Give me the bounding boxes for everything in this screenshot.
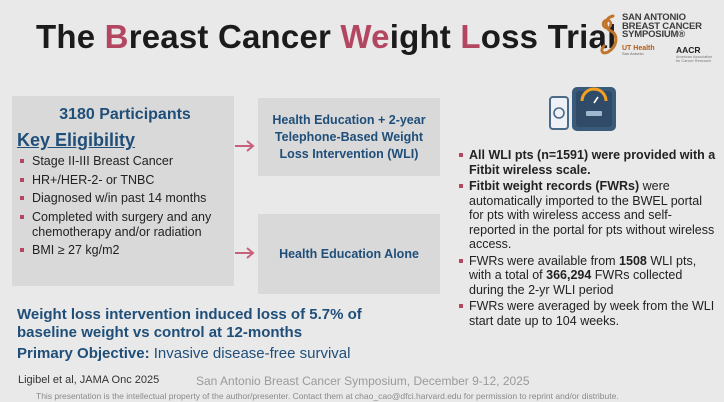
right-arrow-icon [235,140,255,152]
ut-health-logo: UT Health San Antonio [622,45,655,56]
intervention-arm-box: Health Education + 2-year Telephone-Base… [258,98,440,176]
finding-text: All WLI pts (n=1591) were provided with … [469,148,716,177]
ut-health-sub: San Antonio [622,51,644,56]
aacr-logo: AACR American Association for Cancer Res… [676,45,716,63]
control-arm-box: Health Education Alone [258,214,440,294]
eligibility-item: Diagnosed w/in past 14 months [20,191,234,206]
finding-number: 1508 [619,253,647,268]
aacr-sub: American Association for Cancer Research [676,55,713,63]
objective-label: Primary Objective: [17,345,150,362]
fitbit-findings-list: All WLI pts (n=1591) were provided with … [459,148,717,330]
finding-text: FWRs collected during the 2-yr WLI perio… [469,268,683,297]
title-text: ight [389,18,461,55]
finding-text: FWRs were available from [469,253,620,268]
eligibility-item: BMI ≥ 27 kg/m2 [20,243,234,258]
title-text: reast Cancer [128,18,341,55]
finding-number: 366,294 [546,268,592,282]
citation: Ligibel et al, JAMA Onc 2025 [18,374,160,386]
sabcs-logo-icon [600,14,618,55]
participants-count: 3180 Participants [59,106,191,123]
eligibility-heading: Key Eligibility [17,130,136,150]
finding-text: Fitbit weight records (FWRs) [469,179,640,193]
eligibility-item: HR+/HER-2- or TNBC [20,173,234,188]
sponsor-logos: SAN ANTONIO BREAST CANCER SYMPOSIUM® UT … [598,12,716,74]
title-text: oss Trial [480,18,617,55]
finding-item: All WLI pts (n=1591) were provided with … [459,148,717,177]
title-highlight: B [104,18,129,55]
finding-text: WLI pts, with a total of [469,253,697,283]
finding-item: Fitbit weight records (FWRs) were automa… [459,179,717,252]
eligibility-list: Stage II-III Breast Cancer HR+/HER-2- or… [16,154,234,258]
primary-objective: Primary Objective: Invasive disease-free… [17,345,350,362]
ut-health-name: UT Health [622,45,655,52]
phone-and-scale-icon [549,87,616,131]
logo-line: SAN ANTONIO [622,12,686,23]
conference-footer: San Antonio Breast Cancer Symposium, Dec… [196,374,530,388]
eligibility-item: Completed with surgery and any chemother… [20,210,234,240]
objective-text: Invasive disease-free survival [149,345,351,362]
result-statement: Weight loss intervention induced loss of… [17,306,362,341]
finding-text: were automatically imported to the BWEL … [469,179,715,251]
right-arrow-icon [235,247,255,259]
aacr-name: AACR [676,45,701,55]
title-text: The [36,18,105,55]
slide-title: The Breast Cancer Weight Loss Trial [36,18,616,56]
title-highlight: L [460,18,481,55]
eligibility-panel: 3180 Participants Key Eligibility Stage … [12,96,234,286]
sabcs-logo-text: SAN ANTONIO BREAST CANCER SYMPOSIUM® [622,12,702,40]
logo-line: SYMPOSIUM® [622,29,686,40]
disclaimer: This presentation is the intellectual pr… [36,391,619,401]
finding-item: FWRs were available from 1508 WLI pts, w… [459,254,717,298]
title-highlight: We [340,18,390,55]
finding-item: FWRs were averaged by week from the WLI … [459,299,717,328]
eligibility-item: Stage II-III Breast Cancer [20,154,234,169]
logo-line: BREAST CANCER [622,20,702,32]
